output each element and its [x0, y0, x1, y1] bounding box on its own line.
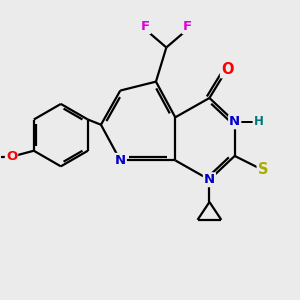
- Text: F: F: [183, 20, 192, 33]
- Text: H: H: [254, 115, 263, 128]
- Text: N: N: [115, 154, 126, 167]
- Text: S: S: [258, 162, 268, 177]
- Text: F: F: [141, 20, 150, 33]
- Text: N: N: [229, 115, 240, 128]
- Text: O: O: [6, 150, 17, 163]
- Text: O: O: [221, 62, 233, 77]
- Text: N: N: [204, 173, 215, 186]
